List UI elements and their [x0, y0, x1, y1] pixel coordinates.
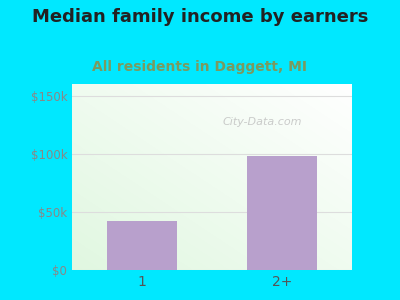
Bar	[107, 221, 177, 270]
Text: All residents in Daggett, MI: All residents in Daggett, MI	[92, 60, 308, 74]
Text: Median family income by earners: Median family income by earners	[32, 8, 368, 26]
Bar	[247, 156, 317, 270]
Text: City-Data.com: City-Data.com	[223, 117, 302, 127]
